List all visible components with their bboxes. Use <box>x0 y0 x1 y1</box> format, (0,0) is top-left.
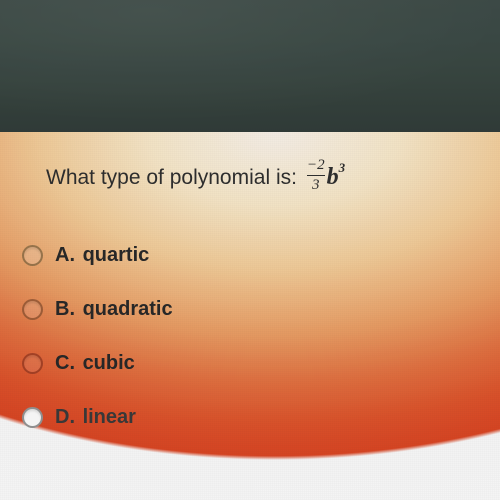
option-label: D. linear <box>55 406 136 429</box>
screen-top-band <box>0 0 500 132</box>
option-letter: D. <box>55 406 75 428</box>
variable-term: b 3 <box>327 164 346 191</box>
option-label: A. quartic <box>55 244 149 267</box>
question-expression: −2 3 b 3 <box>307 160 345 195</box>
option-a[interactable]: A. quartic <box>22 244 472 267</box>
option-text: quadratic <box>83 298 173 320</box>
radio-icon[interactable] <box>22 299 43 320</box>
option-text: cubic <box>83 352 135 374</box>
radio-icon[interactable] <box>22 245 43 266</box>
radio-icon[interactable] <box>22 353 43 374</box>
variable-base: b <box>327 164 339 191</box>
quiz-panel: What type of polynomial is: −2 3 b 3 A. … <box>0 132 500 500</box>
option-text: linear <box>83 406 136 428</box>
question-stem: What type of polynomial is: −2 3 b 3 <box>46 160 466 195</box>
option-b[interactable]: B. quadratic <box>22 298 472 321</box>
option-text: quartic <box>83 244 150 266</box>
question-text: What type of polynomial is: <box>46 166 297 190</box>
variable-exponent: 3 <box>339 160 346 176</box>
option-letter: A. <box>55 244 75 266</box>
fraction-denominator: 3 <box>312 176 320 193</box>
option-letter: B. <box>55 298 75 320</box>
option-label: B. quadratic <box>55 298 173 321</box>
fraction: −2 3 <box>307 158 325 193</box>
option-c[interactable]: C. cubic <box>22 352 472 375</box>
radio-icon[interactable] <box>22 407 43 428</box>
fraction-numerator: −2 <box>307 158 325 176</box>
options-list: A. quartic B. quadratic C. cubic D. line… <box>22 244 472 429</box>
option-label: C. cubic <box>55 352 135 375</box>
option-letter: C. <box>55 352 75 374</box>
option-d[interactable]: D. linear <box>22 406 472 429</box>
